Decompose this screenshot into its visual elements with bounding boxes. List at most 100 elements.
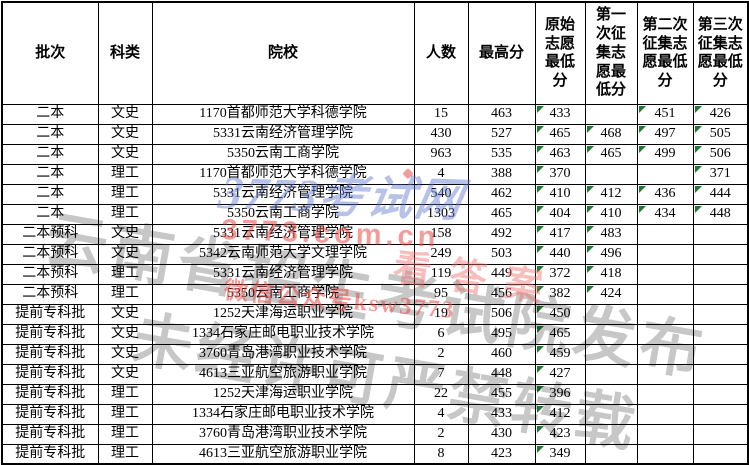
table-cell xyxy=(692,223,749,245)
table-cell: 448 xyxy=(467,363,536,385)
cell-value: 理工 xyxy=(111,386,139,401)
cell-value: 499 xyxy=(654,146,676,161)
table-cell xyxy=(584,103,638,125)
green-corner-triangle-icon xyxy=(536,445,544,453)
table-row: 提前专科批 文史 1334石家庄邮电职业技术学院 6 495 465 xyxy=(1,323,749,345)
cell-value: 二本预科 xyxy=(22,226,79,241)
green-corner-triangle-icon xyxy=(586,245,594,253)
table-row: 二本 文史 5331云南经济管理学院 430 527 465 468 497 505 xyxy=(1,123,749,145)
cell-value: 二本预科 xyxy=(22,266,79,281)
table-cell: 448 xyxy=(692,203,749,225)
table-cell xyxy=(584,323,638,345)
cell-value: 527 xyxy=(491,126,512,141)
table-cell: 理工 xyxy=(97,183,153,205)
cell-value: 8 xyxy=(437,445,445,461)
cell-value: 430 xyxy=(430,126,452,141)
table-cell xyxy=(692,263,749,285)
cell-value: 提前专科批 xyxy=(15,366,86,381)
table-cell: 1170首都师范大学科德学院 xyxy=(151,103,415,125)
table-cell: 455 xyxy=(467,383,536,405)
cell-value: 提前专科批 xyxy=(15,445,86,461)
table-cell: 410 xyxy=(584,203,638,225)
table-cell: 文史 xyxy=(97,323,153,345)
table-cell: 二本 xyxy=(1,123,99,145)
green-corner-triangle-icon xyxy=(694,125,702,133)
table-cell: 文史 xyxy=(97,223,153,245)
table-cell: 465 xyxy=(467,203,536,225)
table-row: 二本 文史 5350云南工商学院 963 535 463 465 499 506 xyxy=(1,143,749,165)
cell-value: 459 xyxy=(549,346,571,361)
table-cell: 449 xyxy=(467,263,536,285)
table-cell xyxy=(636,423,694,445)
cell-value: 465 xyxy=(549,126,571,141)
cell-value: 理工 xyxy=(111,406,139,421)
cell-value: 1334石家庄邮电职业技术学院 xyxy=(192,406,374,421)
table-cell xyxy=(636,303,694,325)
table-cell: 1252天津海运职业学院 xyxy=(151,303,415,325)
table-cell: 2 xyxy=(413,423,469,445)
cell-value: 388 xyxy=(491,166,512,181)
cell-value: 文史 xyxy=(111,306,139,321)
table-cell: 5350云南工商学院 xyxy=(151,203,415,225)
cell-value: 文史 xyxy=(111,246,139,261)
table-cell xyxy=(692,403,749,425)
table-cell xyxy=(636,223,694,245)
table-cell xyxy=(584,383,638,405)
table-cell: 468 xyxy=(584,123,638,145)
cell-value: 1303 xyxy=(427,206,455,221)
cell-value: 5331云南经济管理学院 xyxy=(213,266,353,281)
table-cell: 理工 xyxy=(97,403,153,425)
cell-value: 4 xyxy=(437,166,445,181)
table-cell xyxy=(692,283,749,305)
cell-value: 22 xyxy=(434,386,448,401)
table-row: 二本 文史 1170首都师范大学科德学院 15 463 433 451 426 xyxy=(1,103,749,125)
table-cell: 382 xyxy=(534,283,586,305)
green-corner-triangle-icon xyxy=(638,205,646,213)
table-cell: 434 xyxy=(636,203,694,225)
table-cell: 二本 xyxy=(1,103,99,125)
table-cell: 4613三亚航空旅游职业学院 xyxy=(151,443,415,465)
cell-value: 二本 xyxy=(36,146,65,161)
table-cell: 465 xyxy=(584,143,638,165)
cell-value: 496 xyxy=(600,246,622,261)
table-cell: 提前专科批 xyxy=(1,343,99,365)
table-cell: 二本 xyxy=(1,183,99,205)
table-row: 二本 理工 1170首都师范大学科德学院 4 388 370 371 xyxy=(1,163,749,185)
table-cell: 404 xyxy=(534,203,586,225)
table-cell: 430 xyxy=(413,123,469,145)
cell-value: 506 xyxy=(709,146,731,161)
table-cell: 理工 xyxy=(97,283,153,305)
cell-value: 文史 xyxy=(111,106,139,121)
cell-value: 提前专科批 xyxy=(15,426,86,441)
table-cell: 463 xyxy=(467,103,536,125)
green-corner-triangle-icon xyxy=(536,225,544,233)
table-cell xyxy=(584,363,638,385)
cell-value: 349 xyxy=(549,445,571,461)
green-corner-triangle-icon xyxy=(694,205,702,213)
table-cell xyxy=(584,303,638,325)
green-corner-triangle-icon xyxy=(536,265,544,273)
green-corner-triangle-icon xyxy=(586,145,594,153)
cell-value: 15 xyxy=(434,106,448,121)
table-cell xyxy=(584,403,638,425)
cell-value: 文史 xyxy=(111,146,139,161)
cell-value: 5350云南工商学院 xyxy=(227,146,339,161)
table-cell xyxy=(692,443,749,465)
cell-value: 4 xyxy=(437,406,445,421)
green-corner-triangle-icon xyxy=(638,125,646,133)
table-cell: 二本 xyxy=(1,203,99,225)
table-cell: 文史 xyxy=(97,303,153,325)
cell-value: 423 xyxy=(491,445,512,461)
cell-value: 2 xyxy=(437,426,445,441)
table-cell: 483 xyxy=(584,223,638,245)
cell-value: 二本预科 xyxy=(22,286,79,301)
table-cell: 7 xyxy=(413,363,469,385)
table-cell: 540 xyxy=(413,183,469,205)
table-cell xyxy=(636,383,694,405)
table-cell xyxy=(636,323,694,345)
table-header-row: 批次 科类 院校 人数 最高分 原始 志愿 最低 分第一 次征 集志 愿最 低分 第二次 征… xyxy=(1,1,749,105)
cell-value: 505 xyxy=(709,126,731,141)
cell-value: 5331云南经济管理学院 xyxy=(213,186,353,201)
cell-value: 5350云南工商学院 xyxy=(227,206,339,221)
